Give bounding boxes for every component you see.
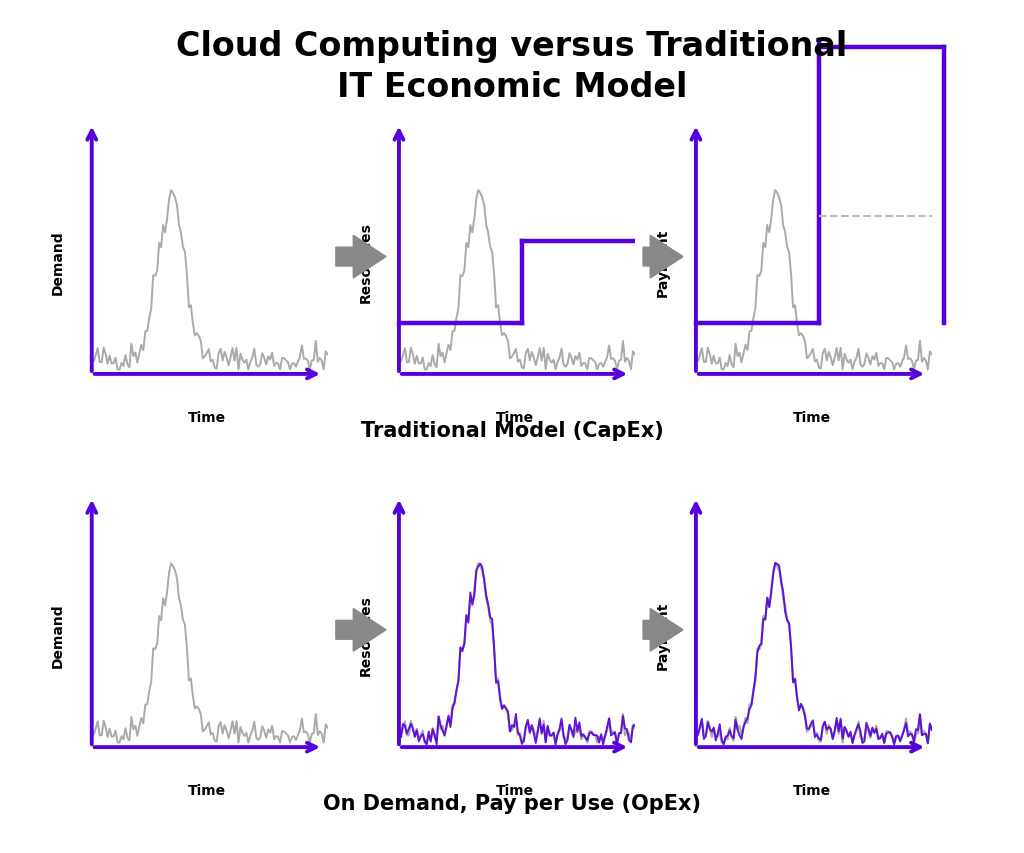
Text: Demand: Demand	[51, 603, 66, 668]
Text: Payment: Payment	[655, 601, 670, 670]
Text: Demand: Demand	[51, 230, 66, 295]
Text: Cloud Computing versus Traditional
IT Economic Model: Cloud Computing versus Traditional IT Ec…	[176, 30, 848, 103]
Text: Resources: Resources	[358, 222, 373, 303]
Text: Time: Time	[793, 411, 830, 425]
Text: Time: Time	[793, 784, 830, 798]
FancyArrow shape	[336, 609, 386, 652]
Text: Payment: Payment	[655, 229, 670, 297]
Text: Traditional Model (CapEx): Traditional Model (CapEx)	[360, 421, 664, 440]
Text: Time: Time	[188, 411, 226, 425]
Text: Time: Time	[188, 784, 226, 798]
Text: Resources: Resources	[358, 595, 373, 676]
Text: Time: Time	[496, 784, 534, 798]
FancyArrow shape	[643, 609, 683, 652]
FancyArrow shape	[336, 236, 386, 279]
Text: Time: Time	[496, 411, 534, 425]
FancyArrow shape	[643, 236, 683, 279]
Text: On Demand, Pay per Use (OpEx): On Demand, Pay per Use (OpEx)	[323, 793, 701, 813]
